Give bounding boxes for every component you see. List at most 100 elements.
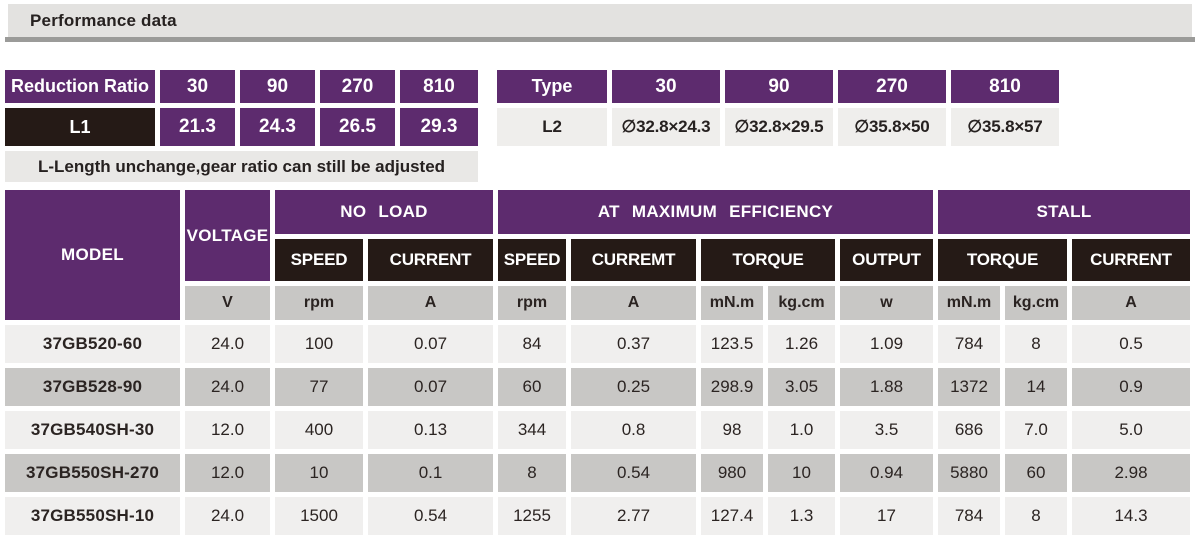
value-cell: 12.0 — [185, 454, 270, 492]
ratio-col-header: 810 — [400, 70, 478, 103]
l2-value: ∅35.8×57 — [951, 108, 1059, 146]
sub-header-current: CURRENT — [368, 239, 494, 281]
unit-cell: rpm — [275, 286, 363, 320]
value-cell: 3.5 — [840, 411, 934, 449]
value-cell: 686 — [938, 411, 1001, 449]
unit-cell: A — [368, 286, 494, 320]
unit-cell: mN.m — [938, 286, 1001, 320]
value-cell: 10 — [768, 454, 836, 492]
value-cell: 100 — [275, 325, 363, 363]
value-cell: 1500 — [275, 497, 363, 535]
units-row: V rpm A rpm A mN.m kg.cm w mN.m kg.cm A — [5, 286, 1191, 320]
value-cell: 2.98 — [1072, 454, 1191, 492]
value-cell: 24.0 — [185, 325, 270, 363]
value-cell: 1255 — [498, 497, 567, 535]
table-row: 37GB540SH-30 12.0 400 0.13 344 0.8 98 1.0 3.5 686… — [5, 411, 1191, 449]
value-cell: 0.1 — [368, 454, 494, 492]
table-row: 37GB528-90 24.0 77 0.07 60 0.25 298.9 3.05 1.88 1… — [5, 368, 1191, 406]
value-cell: 1.88 — [840, 368, 934, 406]
group-header-row: MODEL VOLTAGE NO LOAD AT MAXIMUM EFFICIE… — [5, 190, 1191, 320]
value-cell: 1.3 — [768, 497, 836, 535]
reduction-ratio-header-row: Reduction Ratio 30 90 270 810 — [5, 70, 478, 103]
value-cell: 60 — [498, 368, 567, 406]
value-cell: 0.5 — [1072, 325, 1191, 363]
model-cell: 37GB550SH-10 — [5, 497, 180, 535]
performance-table: MODEL VOLTAGE NO LOAD AT MAXIMUM EFFICIE… — [0, 185, 1195, 540]
table-row: 37GB550SH-270 12.0 10 0.1 8 0.54 980 10 0.94 5880… — [5, 454, 1191, 492]
page-title: Performance data — [30, 10, 177, 30]
unit-cell: rpm — [498, 286, 567, 320]
value-cell: 60 — [1005, 454, 1068, 492]
value-cell: 123.5 — [701, 325, 764, 363]
value-cell: 127.4 — [701, 497, 764, 535]
unit-cell: V — [185, 286, 270, 320]
ratio-col-header: 90 — [240, 70, 315, 103]
performance-table-body: 37GB520-60 24.0 100 0.07 84 0.37 123.5 1.26 1.09… — [5, 325, 1191, 535]
reduction-ratio-table: Reduction Ratio 30 90 270 810 L1 21.3 24… — [0, 65, 483, 151]
l1-value: 24.3 — [240, 108, 315, 146]
value-cell: 1.26 — [768, 325, 836, 363]
value-cell: 0.25 — [571, 368, 697, 406]
l2-label: L2 — [497, 108, 607, 146]
group-header-no-load: NO LOAD — [275, 190, 494, 234]
value-cell: 5.0 — [1072, 411, 1191, 449]
group-header-at-maximum-efficiency: AT MAXIMUM EFFICIENCY — [498, 190, 934, 234]
value-cell: 0.07 — [368, 368, 494, 406]
l1-value: 21.3 — [160, 108, 235, 146]
table-row: 37GB550SH-10 24.0 1500 0.54 1255 2.77 127.4 1.3… — [5, 497, 1191, 535]
value-cell: 0.07 — [368, 325, 494, 363]
unit-cell: kg.cm — [768, 286, 836, 320]
value-cell: 17 — [840, 497, 934, 535]
value-cell: 0.37 — [571, 325, 697, 363]
value-cell: 84 — [498, 325, 567, 363]
value-cell: 1.0 — [768, 411, 836, 449]
value-cell: 24.0 — [185, 368, 270, 406]
l1-row: L1 21.3 24.3 26.5 29.3 — [5, 108, 478, 146]
group-header-stall: STALL — [938, 190, 1191, 234]
model-cell: 37GB550SH-270 — [5, 454, 180, 492]
type-label: Type — [497, 70, 607, 103]
unit-cell: kg.cm — [1005, 286, 1068, 320]
header-underline — [5, 37, 1195, 42]
l1-label: L1 — [5, 108, 155, 146]
sub-header-speed: SPEED — [498, 239, 567, 281]
value-cell: 12.0 — [185, 411, 270, 449]
unit-cell: A — [571, 286, 697, 320]
value-cell: 77 — [275, 368, 363, 406]
ratio-col-header: 30 — [160, 70, 235, 103]
value-cell: 1372 — [938, 368, 1001, 406]
sub-header-torque: TORQUE — [701, 239, 836, 281]
value-cell: 8 — [1005, 325, 1068, 363]
reduction-ratio-label: Reduction Ratio — [5, 70, 155, 103]
value-cell: 400 — [275, 411, 363, 449]
value-cell: 2.77 — [571, 497, 697, 535]
ratio-col-header: 270 — [320, 70, 395, 103]
sub-header-current: CURREMT — [571, 239, 697, 281]
type-header-row: Type 30 90 270 810 — [497, 70, 1059, 103]
type-col-header: 270 — [838, 70, 946, 103]
l1-value: 26.5 — [320, 108, 395, 146]
model-cell: 37GB540SH-30 — [5, 411, 180, 449]
table-row: 37GB520-60 24.0 100 0.07 84 0.37 123.5 1.26 1.09… — [5, 325, 1191, 363]
value-cell: 1.09 — [840, 325, 934, 363]
sub-header-torque: TORQUE — [938, 239, 1068, 281]
model-cell: 37GB520-60 — [5, 325, 180, 363]
sub-header-speed: SPEED — [275, 239, 363, 281]
model-header: MODEL — [5, 190, 180, 320]
value-cell: 0.13 — [368, 411, 494, 449]
value-cell: 0.54 — [368, 497, 494, 535]
value-cell: 0.54 — [571, 454, 697, 492]
value-cell: 8 — [498, 454, 567, 492]
value-cell: 344 — [498, 411, 567, 449]
value-cell: 0.9 — [1072, 368, 1191, 406]
l2-value: ∅35.8×50 — [838, 108, 946, 146]
sub-header-current: CURRENT — [1072, 239, 1191, 281]
voltage-header: VOLTAGE — [185, 190, 270, 281]
value-cell: 24.0 — [185, 497, 270, 535]
unit-cell: A — [1072, 286, 1191, 320]
value-cell: 298.9 — [701, 368, 764, 406]
type-table: Type 30 90 270 810 L2 ∅32.8×24.3 ∅32.8×2… — [492, 65, 1064, 151]
type-col-header: 90 — [725, 70, 833, 103]
sub-header-row: SPEED CURRENT SPEED CURREMT TORQUE OUTPU… — [5, 239, 1191, 281]
value-cell: 14.3 — [1072, 497, 1191, 535]
